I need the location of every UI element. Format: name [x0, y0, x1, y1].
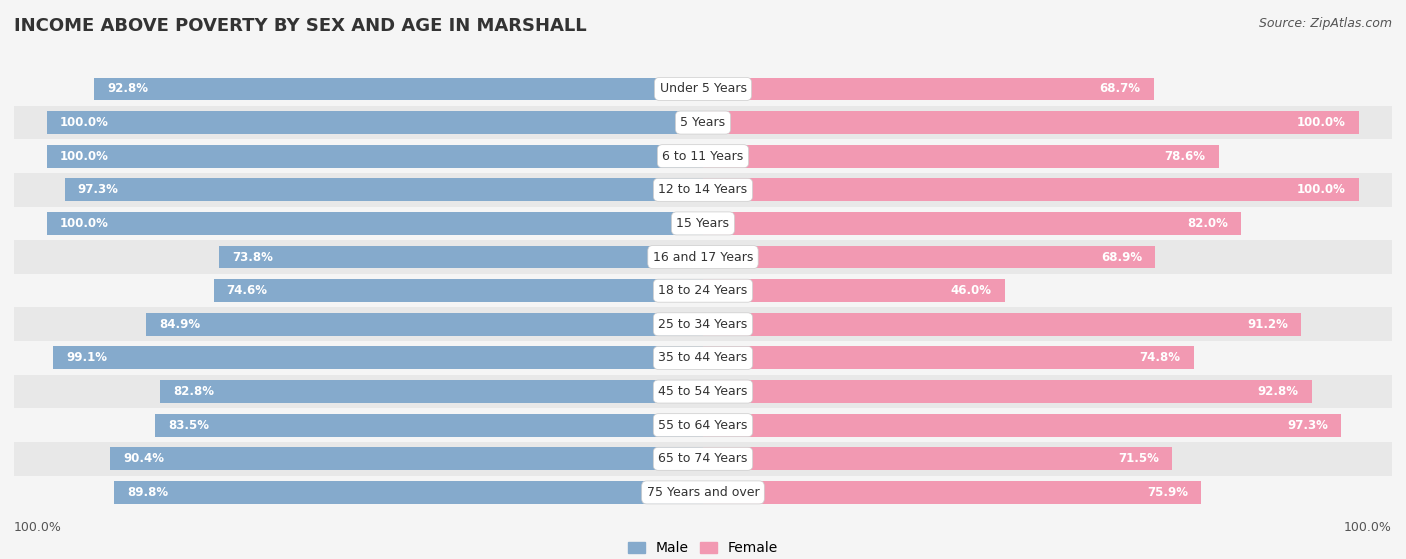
- Bar: [703, 414, 1341, 437]
- Bar: [94, 78, 703, 101]
- Bar: [703, 78, 1154, 101]
- Bar: [14, 139, 1392, 173]
- Text: 68.7%: 68.7%: [1099, 82, 1140, 96]
- Bar: [14, 409, 1392, 442]
- Text: 65 to 74 Years: 65 to 74 Years: [658, 452, 748, 465]
- Text: 90.4%: 90.4%: [122, 452, 165, 465]
- Bar: [703, 280, 1005, 302]
- Bar: [14, 240, 1392, 274]
- Bar: [146, 313, 703, 336]
- Text: 97.3%: 97.3%: [1288, 419, 1329, 432]
- Bar: [703, 111, 1360, 134]
- Text: 100.0%: 100.0%: [60, 217, 108, 230]
- Bar: [14, 375, 1392, 409]
- Bar: [703, 481, 1201, 504]
- Text: 75 Years and over: 75 Years and over: [647, 486, 759, 499]
- Text: Under 5 Years: Under 5 Years: [659, 82, 747, 96]
- Text: 100.0%: 100.0%: [14, 521, 62, 534]
- Bar: [14, 442, 1392, 476]
- Bar: [46, 111, 703, 134]
- Bar: [703, 178, 1360, 201]
- Text: 74.8%: 74.8%: [1140, 352, 1181, 364]
- Text: 25 to 34 Years: 25 to 34 Years: [658, 318, 748, 331]
- Bar: [703, 380, 1312, 403]
- Bar: [214, 280, 703, 302]
- Text: 71.5%: 71.5%: [1118, 452, 1159, 465]
- Bar: [14, 207, 1392, 240]
- Text: 91.2%: 91.2%: [1247, 318, 1288, 331]
- Text: 73.8%: 73.8%: [232, 250, 273, 263]
- Bar: [46, 145, 703, 168]
- Text: 15 Years: 15 Years: [676, 217, 730, 230]
- Bar: [114, 481, 703, 504]
- Bar: [703, 145, 1219, 168]
- Bar: [14, 274, 1392, 307]
- Text: 78.6%: 78.6%: [1164, 150, 1205, 163]
- Bar: [703, 313, 1302, 336]
- Text: INCOME ABOVE POVERTY BY SEX AND AGE IN MARSHALL: INCOME ABOVE POVERTY BY SEX AND AGE IN M…: [14, 17, 586, 35]
- Bar: [14, 476, 1392, 509]
- Bar: [703, 447, 1173, 470]
- Bar: [219, 245, 703, 268]
- Text: 89.8%: 89.8%: [127, 486, 169, 499]
- Text: 35 to 44 Years: 35 to 44 Years: [658, 352, 748, 364]
- Bar: [14, 173, 1392, 207]
- Text: 100.0%: 100.0%: [1344, 521, 1392, 534]
- Text: 100.0%: 100.0%: [1298, 183, 1346, 196]
- Text: 92.8%: 92.8%: [1258, 385, 1299, 398]
- Bar: [14, 106, 1392, 139]
- Text: 75.9%: 75.9%: [1147, 486, 1188, 499]
- Text: Source: ZipAtlas.com: Source: ZipAtlas.com: [1258, 17, 1392, 30]
- Bar: [703, 245, 1156, 268]
- Text: 100.0%: 100.0%: [1298, 116, 1346, 129]
- Bar: [14, 307, 1392, 341]
- Text: 45 to 54 Years: 45 to 54 Years: [658, 385, 748, 398]
- Text: 68.9%: 68.9%: [1101, 250, 1142, 263]
- Bar: [703, 212, 1241, 235]
- Text: 12 to 14 Years: 12 to 14 Years: [658, 183, 748, 196]
- Text: 74.6%: 74.6%: [226, 284, 267, 297]
- Bar: [160, 380, 703, 403]
- Bar: [14, 72, 1392, 106]
- Bar: [53, 347, 703, 369]
- Text: 100.0%: 100.0%: [60, 150, 108, 163]
- Bar: [46, 212, 703, 235]
- Text: 55 to 64 Years: 55 to 64 Years: [658, 419, 748, 432]
- Text: 6 to 11 Years: 6 to 11 Years: [662, 150, 744, 163]
- Text: 16 and 17 Years: 16 and 17 Years: [652, 250, 754, 263]
- Text: 84.9%: 84.9%: [159, 318, 200, 331]
- Text: 46.0%: 46.0%: [950, 284, 991, 297]
- Text: 18 to 24 Years: 18 to 24 Years: [658, 284, 748, 297]
- Bar: [703, 347, 1194, 369]
- Bar: [65, 178, 703, 201]
- Text: 100.0%: 100.0%: [60, 116, 108, 129]
- Legend: Male, Female: Male, Female: [623, 536, 783, 559]
- Text: 5 Years: 5 Years: [681, 116, 725, 129]
- Text: 82.8%: 82.8%: [173, 385, 214, 398]
- Text: 92.8%: 92.8%: [107, 82, 148, 96]
- Text: 82.0%: 82.0%: [1187, 217, 1227, 230]
- Bar: [155, 414, 703, 437]
- Text: 97.3%: 97.3%: [77, 183, 118, 196]
- Bar: [14, 341, 1392, 375]
- Text: 99.1%: 99.1%: [66, 352, 107, 364]
- Bar: [110, 447, 703, 470]
- Text: 83.5%: 83.5%: [169, 419, 209, 432]
